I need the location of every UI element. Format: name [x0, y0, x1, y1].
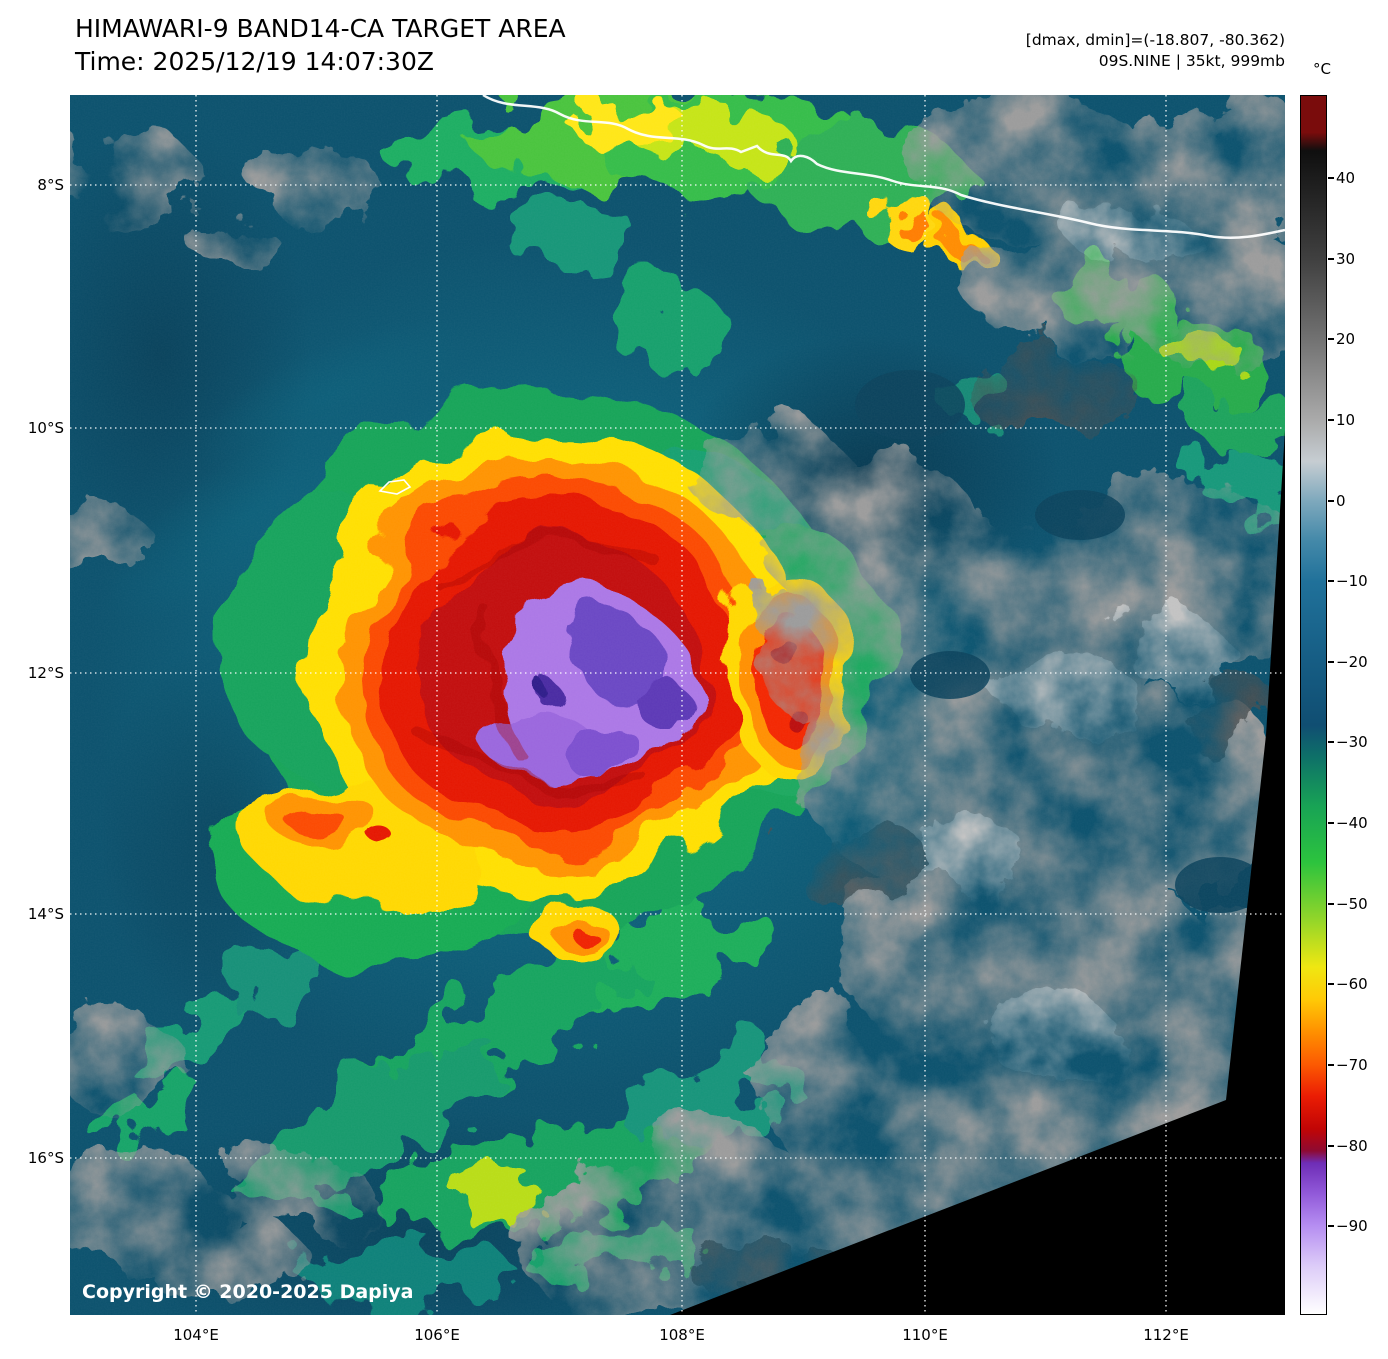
y-axis-tick-label: 16°S — [27, 1149, 64, 1167]
storm-info: 09S.NINE | 35kt, 999mb — [1098, 52, 1285, 70]
y-axis-tick-label: 12°S — [27, 664, 64, 682]
y-axis-tick-label: 14°S — [27, 905, 64, 923]
no-data-region — [670, 430, 1285, 1315]
colorbar-tick-label: 0 — [1328, 492, 1346, 510]
grid-lines — [70, 95, 1285, 1315]
y-axis-tick-label: 10°S — [27, 419, 64, 437]
noise-overlay — [70, 95, 1285, 1315]
y-axis-tick-label: 8°S — [37, 176, 64, 194]
island-outline — [378, 479, 412, 495]
colorbar-tick-label: −70 — [1328, 1056, 1368, 1074]
colorbar-tick-label: −50 — [1328, 895, 1368, 913]
colorbar-tick-label: −60 — [1328, 975, 1368, 993]
timestamp: Time: 2025/12/19 14:07:30Z — [75, 47, 434, 76]
colorbar-tick-label: −20 — [1328, 653, 1368, 671]
x-axis-tick-label: 106°E — [414, 1326, 460, 1344]
header-info: [dmax, dmin]=(-18.807, -80.362) 09S.NINE… — [1026, 30, 1285, 72]
colorbar-tick-label: −30 — [1328, 733, 1368, 751]
colorbar-tick-label: 30 — [1327, 250, 1356, 268]
colorbar-tick-label: 40 — [1327, 169, 1356, 187]
colorbar-tick-label: 20 — [1327, 330, 1356, 348]
colorbar-tick-label: −90 — [1328, 1217, 1368, 1235]
colorbar-tick-label: −10 — [1328, 572, 1368, 590]
copyright-label: Copyright © 2020-2025 Dapiya — [82, 1281, 414, 1303]
x-axis-tick-label: 112°E — [1143, 1326, 1189, 1344]
colorbar-unit: °C — [1313, 60, 1331, 78]
satellite-image — [70, 95, 1285, 1315]
colorbar-tick-label: −40 — [1328, 814, 1368, 832]
colorbar-tick-label: 10 — [1327, 411, 1356, 429]
chart-title: HIMAWARI-9 BAND14-CA TARGET AREA — [75, 14, 566, 43]
satellite-map: Copyright © 2020-2025 Dapiya — [70, 95, 1285, 1315]
x-axis-tick-label: 104°E — [173, 1326, 219, 1344]
colorbar — [1300, 95, 1327, 1315]
colorbar-tick-label: −80 — [1328, 1137, 1368, 1155]
coastline — [482, 95, 1285, 239]
x-axis-tick-label: 108°E — [659, 1326, 705, 1344]
dmax-dmin-readout: [dmax, dmin]=(-18.807, -80.362) — [1025, 31, 1285, 49]
x-axis-tick-label: 110°E — [902, 1326, 948, 1344]
